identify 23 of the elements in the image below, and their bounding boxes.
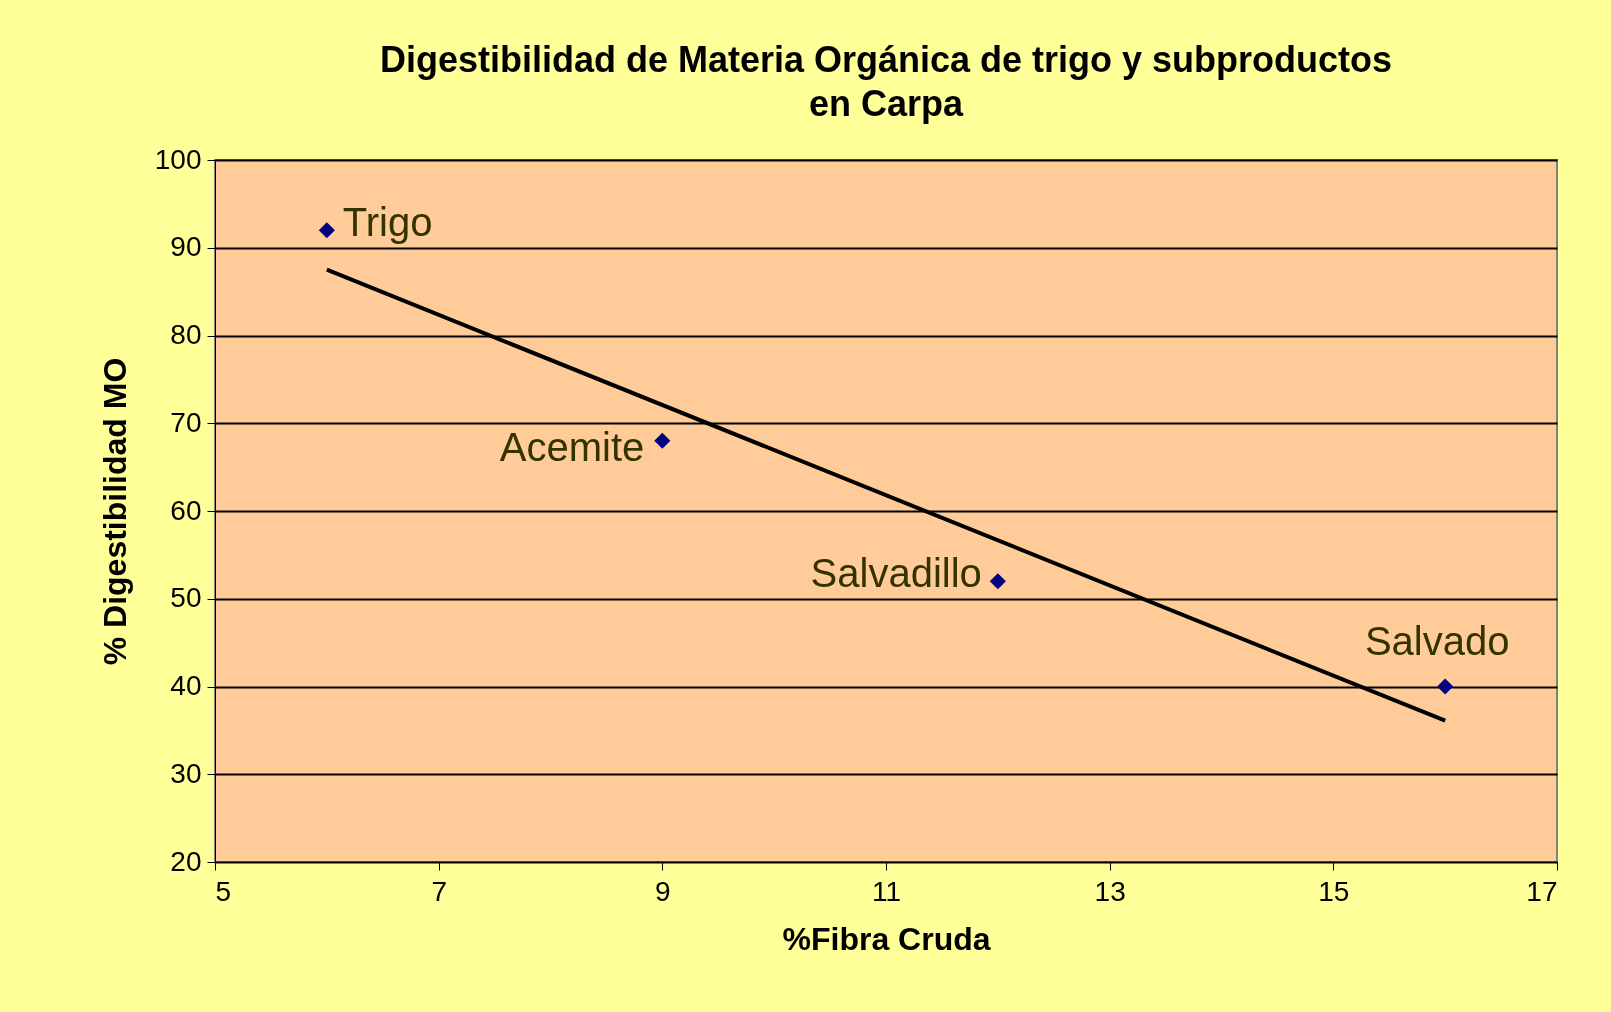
x-tick-label: 13 (1094, 875, 1126, 907)
y-tick-label: 60 (170, 494, 202, 526)
chart-title: Digestibilidad de Materia Orgánica de trigo y subproductos en Carpa (379, 39, 1393, 124)
y-axis-title: % Digestibilidad MO (96, 357, 133, 666)
y-tick-label: 30 (170, 757, 202, 789)
y-tick-label: 100 (154, 143, 202, 175)
y-tick-label: 20 (170, 845, 202, 877)
annotation: Salvadillo (810, 551, 982, 596)
annotation: Acemite (499, 424, 645, 469)
x-tick-label: 11 (871, 875, 902, 907)
annotation: Trigo (342, 200, 433, 245)
y-tick-label: 70 (170, 406, 202, 438)
y-tick-label: 40 (170, 670, 202, 701)
x-tick-label: 7 (431, 875, 447, 907)
y-tick-label: 90 (170, 231, 202, 263)
y-tick-label: 50 (170, 582, 202, 614)
x-tick-label: 5 (215, 875, 232, 907)
annotation: Salvado (1364, 618, 1510, 663)
x-axis-title: %Fibra Cruda (782, 920, 991, 957)
x-tick-label: 9 (655, 875, 671, 907)
x-tick-label: 15 (1318, 875, 1350, 907)
y-tick-label: 80 (170, 319, 202, 350)
x-tick-label: 17 (1526, 875, 1558, 907)
